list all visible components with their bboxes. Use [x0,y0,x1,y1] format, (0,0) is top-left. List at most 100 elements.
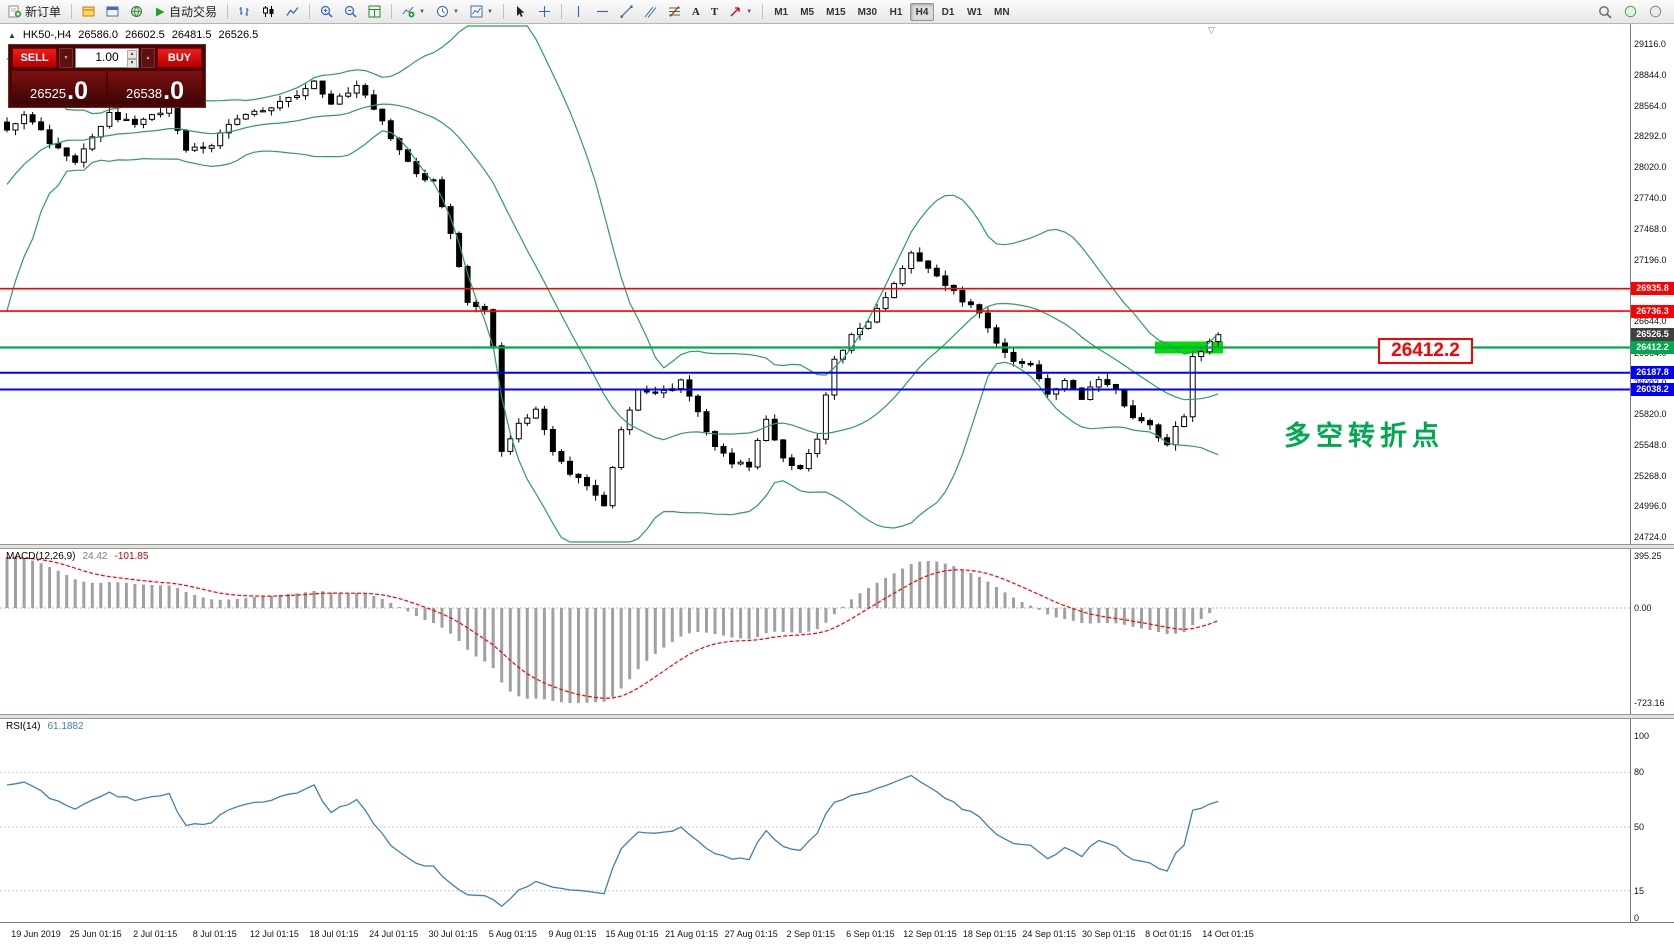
time-axis-label: 8 Oct 01:15 [1145,929,1192,939]
templates-button[interactable]: ▼ [465,2,498,22]
market-watch-button[interactable] [125,2,148,22]
trade-panel-controls: SELL ▼ 1.00 ▲ ▼ ▲ BUY [12,48,202,68]
crosshair-button[interactable] [533,2,556,22]
toolbar-right-group [1593,2,1671,22]
candlesticks [4,80,1222,509]
ohlc-low: 26481.5 [171,29,212,41]
clock-icon [436,5,449,18]
bar-chart-icon [238,5,251,18]
buy-button[interactable]: BUY [157,48,202,68]
search-icon [1598,5,1612,19]
time-axis-label: 30 Sep 01:15 [1082,929,1136,939]
time-axis-label: 15 Aug 01:15 [605,929,659,939]
time-axis-label: 24 Sep 01:15 [1022,929,1076,939]
sell-price[interactable]: 26525 .0 [12,71,106,104]
toolbar: 新订单 自动交易 ▼ ▼ ▼ A T ▼ M1 M5 M15 M30 H1 H4 D1 W1 M… [0,0,1674,24]
rsi-line [6,774,1219,908]
buy-price[interactable]: 26538 .0 [108,71,202,104]
toolbar-separator [502,4,504,19]
line-chart-icon [286,5,299,18]
trade-panel-prices: 26525 .0 26538 .0 [12,71,202,104]
chevron-down-icon: ▼ [419,8,425,15]
time-axis-label: 18 Jul 01:15 [309,929,359,939]
price-axis-border [1630,24,1631,922]
time-axis-label: 19 Jun 2019 [11,929,61,939]
tile-windows-button[interactable] [363,2,386,22]
sell-button[interactable]: SELL [12,48,57,68]
timeframe-m5-button[interactable]: M5 [795,3,819,21]
zoom-in-button[interactable] [315,2,338,22]
symbol-period-label: HK50-,H4 [22,29,72,41]
pane-splitter-macd[interactable] [0,544,1674,549]
add-indicator-icon [402,5,415,18]
community-button[interactable] [1619,2,1642,22]
arrows-tool-button[interactable]: ▼ [724,2,757,22]
text-label-button[interactable]: T [706,2,723,22]
timeframe-w1-button[interactable]: W1 [962,3,987,21]
window-layout-icon [106,5,119,18]
periods-button[interactable]: ▼ [431,2,464,22]
spinner-down-icon[interactable]: ▼ [127,59,137,68]
zoom-out-button[interactable] [339,2,362,22]
timeframe-m1-button[interactable]: M1 [769,3,793,21]
volume-input[interactable]: 1.00 ▲ ▼ [75,48,139,68]
globe-icon [130,5,143,18]
horizontal-levels[interactable] [0,287,1630,391]
candlestick-chart-icon [262,5,275,18]
account-button[interactable] [1644,2,1667,22]
vertical-line-button[interactable] [567,2,590,22]
time-axis-label: 14 Oct 01:15 [1202,929,1254,939]
new-order-button[interactable]: 新订单 [3,2,66,22]
spinner-up-icon[interactable]: ▲ [127,50,137,59]
fibonacci-icon [668,5,681,18]
volume-increase-button[interactable]: ▲ [141,48,155,68]
one-click-trading-panel: SELL ▼ 1.00 ▲ ▼ ▲ BUY 26525 .0 26538 .0 [8,44,206,108]
search-button[interactable] [1593,2,1617,22]
time-axis-label: 12 Sep 01:15 [903,929,957,939]
auto-trading-button[interactable]: 自动交易 [149,2,222,22]
timeframe-m30-button[interactable]: M30 [853,3,882,21]
chart-shift-marker[interactable]: ▽ [1208,25,1215,35]
line-chart-button[interactable] [281,2,304,22]
volume-spinner[interactable]: ▲ ▼ [127,50,137,68]
timeframe-h1-button[interactable]: H1 [884,3,908,21]
time-axis-label: 2 Sep 01:15 [786,929,836,939]
trendline-button[interactable] [615,2,638,22]
ohlc-close: 26526.5 [218,29,259,41]
chart-profile-button[interactable] [77,2,100,22]
text-tool-button[interactable]: A [687,2,705,22]
bar-chart-button[interactable] [233,2,256,22]
time-axis-label: 24 Jul 01:15 [369,929,419,939]
vertical-line-icon [572,5,585,18]
buy-price-main: 26538 [125,86,163,101]
candlestick-chart-button[interactable] [257,2,280,22]
channel-icon [644,5,657,18]
one-click-collapse-arrow[interactable]: ▲ [8,30,16,40]
window-layout-button[interactable] [101,2,124,22]
macd-name: MACD(12,26,9) [6,551,76,562]
ohlc-open: 26586.0 [78,29,118,41]
channel-button[interactable] [639,2,662,22]
pane-splitter-rsi[interactable] [0,714,1674,719]
ohlc-high: 26602.5 [124,29,165,41]
price-level-callout[interactable]: 26412.2 [1378,338,1473,364]
text-label-icon: T [710,5,719,18]
new-order-label: 新订单 [25,5,62,19]
timeframe-h4-button[interactable]: H4 [910,3,935,22]
toolbar-separator [71,4,73,19]
timeframe-m15-button[interactable]: M15 [821,3,850,21]
timeframe-d1-button[interactable]: D1 [936,3,960,21]
time-axis-label: 6 Sep 01:15 [846,929,895,939]
horizontal-line-button[interactable] [591,2,614,22]
toolbar-separator [309,4,311,19]
turning-point-annotation[interactable]: 多空转折点 [1284,421,1444,451]
macd-signal-value: -101.85 [114,551,149,562]
indicators-button[interactable]: ▼ [397,2,430,22]
fibonacci-button[interactable] [663,2,686,22]
rsi-indicator-label: RSI(14) 61.1882 [6,721,84,732]
timeframe-mn-button[interactable]: MN [989,3,1015,21]
time-axis[interactable]: 19 Jun 2019 25 Jun 01:15 2 Jul 01:15 8 Jul … [0,922,1674,946]
cursor-button[interactable] [509,2,532,22]
volume-decrease-button[interactable]: ▼ [59,48,73,68]
